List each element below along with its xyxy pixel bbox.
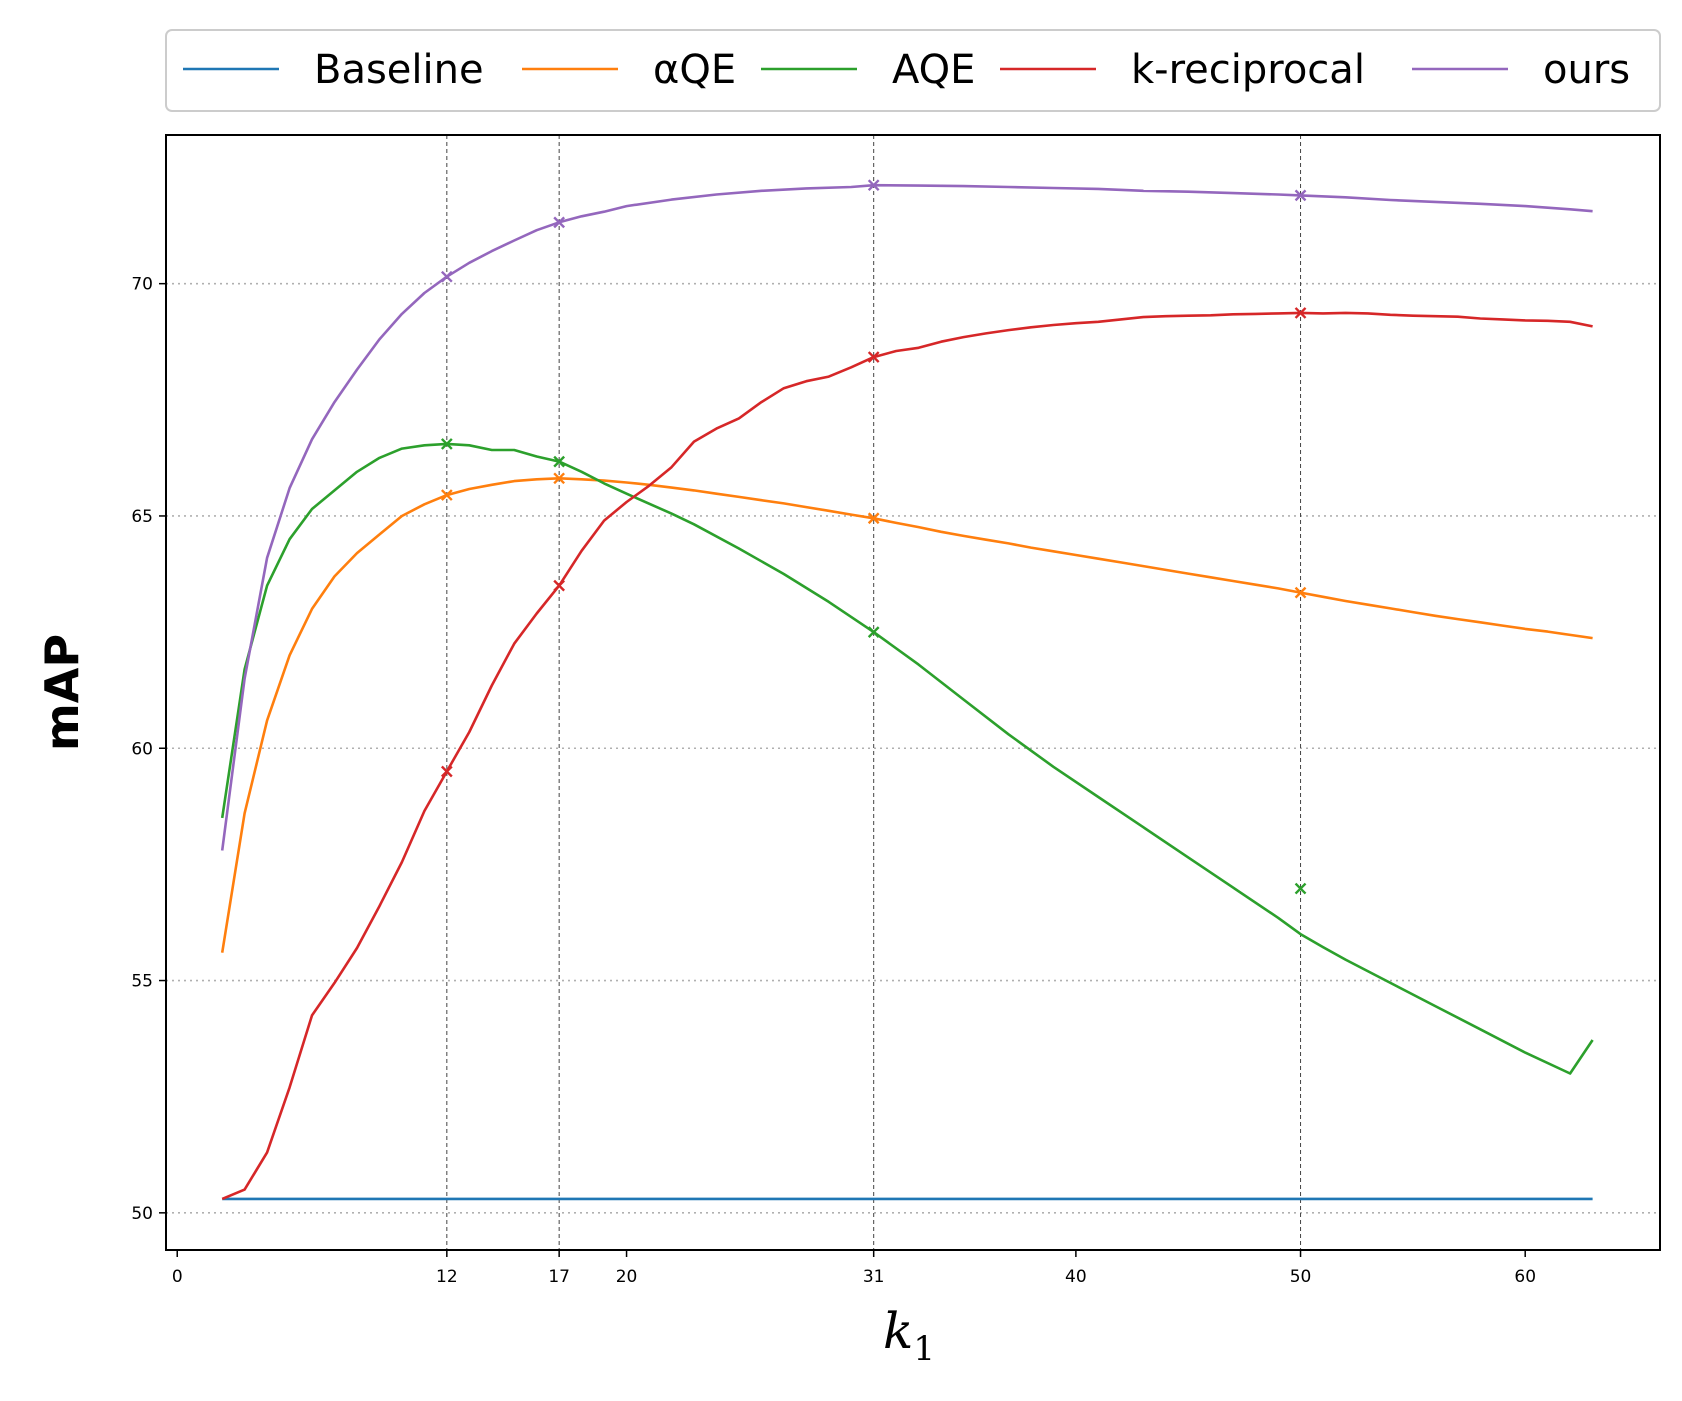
- marker-0-0: [440, 489, 453, 501]
- marker-2-1: [553, 579, 566, 592]
- plot-lines: [220, 183, 1594, 1201]
- marker-0-1: [553, 472, 566, 485]
- series-line-2: [220, 442, 1594, 1075]
- x-tick-label-17: 17: [548, 1267, 570, 1287]
- series-line-3: [221, 311, 1593, 1201]
- x-tick-label-40: 40: [1065, 1267, 1087, 1287]
- legend-label-2: AQE: [892, 47, 975, 93]
- marker-0-2: [867, 512, 880, 525]
- x-tick-label-31: 31: [863, 1267, 885, 1287]
- x-tick-label-20: 20: [616, 1267, 638, 1287]
- reference-vlines: [446, 135, 1302, 1250]
- y-axis-ticks: 50 55 60 65 70: [131, 275, 166, 1224]
- legend: Baseline αQE AQE k-reciprocal ours: [165, 29, 1661, 112]
- plot-frame: [165, 134, 1661, 1251]
- x-axis-label-subscript: 1: [913, 1329, 935, 1369]
- x-tick-label-50: 50: [1290, 1267, 1312, 1287]
- y-tick-label-65: 65: [131, 507, 153, 527]
- marker-3-1: [553, 216, 566, 229]
- marker-1-0: [440, 438, 453, 450]
- marker-1-3: [1294, 882, 1307, 895]
- y-tick-label-55: 55: [131, 972, 153, 992]
- marker-3-2: [867, 179, 880, 192]
- legend-label-0: Baseline: [314, 47, 484, 93]
- y-tick-label-70: 70: [131, 275, 153, 295]
- x-axis-label-main: k: [883, 1302, 913, 1360]
- y-tick-label-50: 50: [131, 1204, 153, 1224]
- marker-3-0: [440, 270, 453, 283]
- y-axis-label: mAP: [35, 634, 89, 751]
- series-line-1: [220, 476, 1593, 953]
- grid: [166, 282, 1660, 1214]
- legend-label-3: k-reciprocal: [1131, 47, 1365, 93]
- marker-2-2: [867, 351, 880, 363]
- series-line-4: [220, 183, 1593, 851]
- marker-1-1: [553, 455, 566, 468]
- x-tick-label-12: 12: [436, 1267, 458, 1287]
- marker-3-3: [1294, 189, 1307, 202]
- x-axis-ticks: 0 12 17 20 31 40 50 60: [172, 1250, 1536, 1287]
- marker-1-2: [867, 626, 880, 638]
- marker-0-3: [1294, 586, 1307, 599]
- legend-label-1: αQE: [653, 47, 736, 93]
- marker-2-0: [440, 765, 453, 778]
- legend-label-4: ours: [1543, 47, 1630, 93]
- point-markers: [440, 179, 1307, 895]
- x-tick-label-0: 0: [172, 1267, 183, 1287]
- legend-box: [165, 29, 1661, 112]
- x-axis-label: k1: [883, 1302, 935, 1369]
- y-tick-label-60: 60: [131, 739, 153, 759]
- marker-2-3: [1294, 307, 1307, 319]
- x-tick-label-60: 60: [1514, 1267, 1536, 1287]
